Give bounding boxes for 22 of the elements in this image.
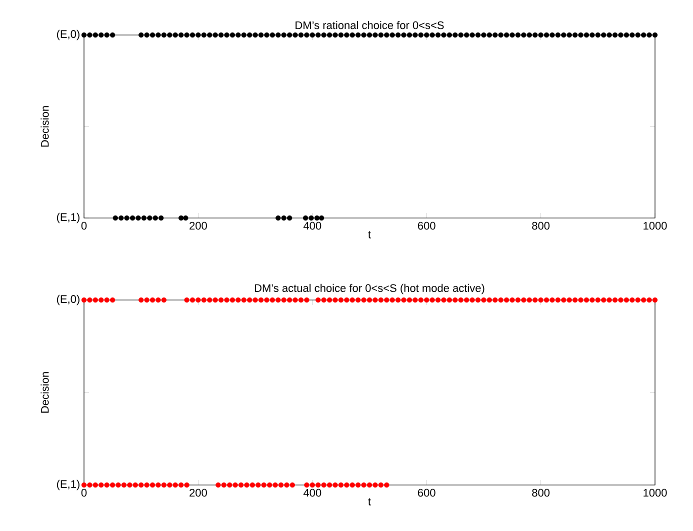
x-tick-label: 600 — [418, 488, 436, 497]
x-tick-label: 200 — [190, 488, 207, 497]
x-tick-label: 1000 — [644, 488, 667, 497]
x-tick-label: 800 — [532, 488, 550, 497]
x-tick-label: 600 — [418, 222, 436, 230]
x-tick-label: 400 — [303, 488, 322, 497]
x-axis-title: t — [368, 231, 371, 238]
y-tick-label: (E,0) — [56, 294, 80, 306]
x-tick-label: 400 — [303, 222, 322, 230]
y-tick-label: (E,0) — [56, 30, 80, 40]
chart-title: DM’s rational choice for 0<s<S — [296, 21, 444, 30]
y-tick-label: (E,1) — [56, 212, 80, 224]
x-tick-label: 1000 — [644, 222, 667, 230]
chart-title: DM’s actual choice for 0<s<S (hot mode active) — [254, 284, 484, 294]
x-tick-label: 800 — [532, 222, 550, 230]
x-tick-label: 200 — [190, 222, 207, 230]
x-tick-label: 0 — [81, 222, 87, 230]
y-tick-label: (E,1) — [56, 480, 80, 490]
x-axis-title: t — [368, 498, 371, 506]
x-tick-label: 0 — [81, 488, 87, 497]
y-axis-title: Decision — [40, 106, 49, 147]
y-axis-title: Decision — [40, 372, 49, 413]
